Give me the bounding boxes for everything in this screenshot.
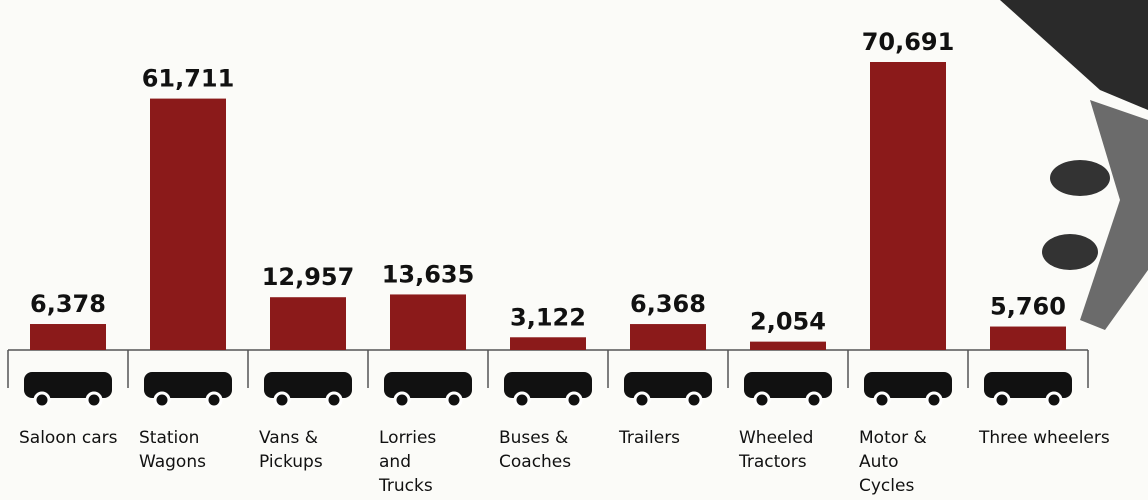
icon-wheel: [273, 391, 291, 409]
icon-body: [504, 372, 592, 398]
bar: [630, 324, 706, 350]
icon-body: [384, 372, 472, 398]
value-label: 13,635: [382, 260, 475, 288]
icon-wheel: [85, 391, 103, 409]
category-label: Station Wagons: [139, 428, 206, 472]
category-label: Lorries and Trucks: [379, 428, 437, 496]
vehicle-icon: [744, 372, 832, 409]
icon-wheel: [205, 391, 223, 409]
icon-wheel: [805, 391, 823, 409]
value-label: 70,691: [862, 28, 955, 56]
value-label: 6,378: [30, 290, 106, 318]
airplane: [1000, 0, 1148, 330]
vehicle-icon: [624, 372, 712, 409]
value-label: 6,368: [630, 290, 706, 318]
vehicle-icon: [144, 372, 232, 409]
icon-wheel: [873, 391, 891, 409]
vehicle-icon: [504, 372, 592, 409]
vehicle-icon: [864, 372, 952, 409]
category-label: Motor & Auto Cycles: [859, 428, 927, 496]
value-label: 3,122: [510, 303, 586, 331]
icon-wheel: [325, 391, 343, 409]
icon-body: [864, 372, 952, 398]
bar: [150, 98, 226, 350]
bar: [30, 324, 106, 350]
bar: [990, 326, 1066, 350]
icon-wheel: [153, 391, 171, 409]
vehicle-icon: [24, 372, 112, 409]
value-label: 61,711: [142, 65, 235, 93]
value-label: 2,054: [750, 308, 826, 336]
bar: [270, 297, 346, 350]
icon-body: [744, 372, 832, 398]
icon-body: [984, 372, 1072, 398]
icon-wheel: [753, 391, 771, 409]
icon-body: [24, 372, 112, 398]
category-label: Trailers: [619, 428, 681, 448]
value-label: 12,957: [262, 263, 355, 291]
icon-wheel: [565, 391, 583, 409]
icon-wheel: [445, 391, 463, 409]
vehicle-icon: [384, 372, 472, 409]
category-label: Saloon cars: [19, 428, 118, 448]
vehicle-icon: [264, 372, 352, 409]
icon-body: [624, 372, 712, 398]
icon-wheel: [393, 391, 411, 409]
bar: [390, 294, 466, 350]
icon-wheel: [685, 391, 703, 409]
category-label: Buses & Coaches: [499, 428, 572, 472]
icon-wheel: [993, 391, 1011, 409]
icon-wheel: [633, 391, 651, 409]
value-label: 5,760: [990, 293, 1066, 321]
icon-body: [264, 372, 352, 398]
bar: [750, 341, 826, 350]
bar: [870, 62, 946, 350]
category-label: Wheeled Tractors: [739, 428, 814, 472]
icon-wheel: [1045, 391, 1063, 409]
category-label: Three wheelers: [979, 428, 1110, 448]
icon-wheel: [513, 391, 531, 409]
icon-wheel: [925, 391, 943, 409]
icon-wheel: [33, 391, 51, 409]
vehicle-icon: [984, 372, 1072, 409]
bar: [510, 337, 586, 350]
category-label: Vans & Pickups: [259, 428, 323, 472]
icon-body: [144, 372, 232, 398]
